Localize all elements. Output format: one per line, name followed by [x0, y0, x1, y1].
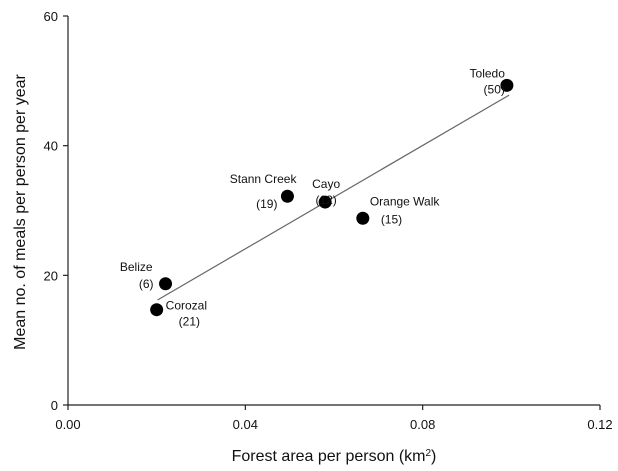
point-name-label: Corozal: [166, 299, 207, 313]
data-point: [318, 195, 332, 209]
point-name-label: Cayo: [312, 177, 340, 191]
point-labels-group: Toledo (50) Stann Creek (19) Cayo (12) Orange …: [120, 66, 505, 328]
axes: [67, 16, 600, 406]
y-tick-label: 60: [44, 9, 58, 24]
data-point: [356, 211, 370, 225]
y-axis-title: Mean no. of meals per person per year: [12, 73, 29, 349]
x-axis-title-suffix: ): [431, 448, 436, 465]
y-tick-label: 0: [51, 398, 58, 413]
x-axis-title-main: Forest area per person (km: [232, 448, 426, 465]
data-point: [150, 303, 164, 317]
points-group: [150, 78, 514, 317]
y-tick-label: 40: [44, 139, 58, 154]
point-name-label: Toledo: [470, 66, 506, 80]
data-point: [500, 78, 514, 92]
data-point: [280, 189, 294, 203]
point-count-label: (12): [315, 193, 336, 207]
x-axis-title-sup: 2: [425, 448, 431, 459]
point-count-label: (21): [179, 315, 200, 329]
x-tick-label: 0.12: [587, 417, 612, 432]
point-name-label: Stann Creek: [230, 172, 298, 186]
x-tick-label: 0.00: [55, 417, 80, 432]
data-point: [159, 277, 173, 291]
point-count-label: (19): [256, 197, 277, 211]
x-tick-label: 0.04: [233, 417, 258, 432]
y-tick-label: 20: [44, 268, 58, 283]
trendline: [157, 94, 510, 301]
point-name-label: Orange Walk: [370, 194, 441, 208]
point-count-label: (50): [484, 82, 505, 96]
ticks: 0.00 0.04 0.08 0.12 0 20 40 60: [44, 9, 613, 432]
trendline-group: [157, 94, 510, 301]
x-axis-title: Forest area per person (km2): [232, 448, 437, 466]
point-count-label: (6): [139, 277, 154, 291]
x-tick-label: 0.08: [410, 417, 435, 432]
point-count-label: (15): [381, 212, 402, 226]
point-name-label: Belize: [120, 260, 153, 274]
